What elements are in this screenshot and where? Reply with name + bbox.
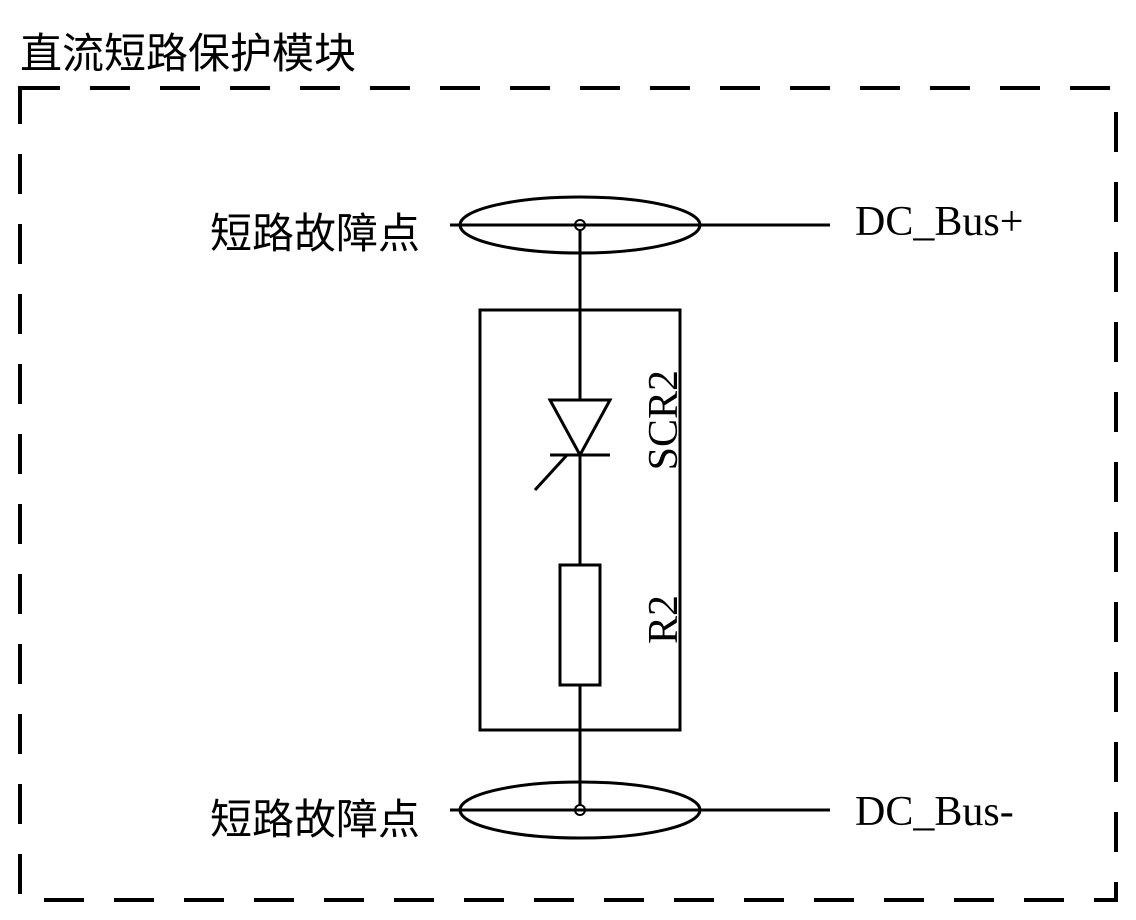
scr2-triangle bbox=[550, 400, 610, 455]
scr2-label: SCR2 bbox=[640, 370, 688, 470]
fault-point-bottom-label: 短路故障点 bbox=[210, 786, 420, 847]
dc-bus-plus-label: DC_Bus+ bbox=[855, 198, 1023, 246]
r2-resistor bbox=[560, 565, 600, 685]
module-title: 直流短路保护模块 bbox=[20, 20, 356, 81]
fault-point-top-label: 短路故障点 bbox=[210, 200, 420, 261]
scr2-gate bbox=[535, 455, 567, 490]
r2-label: R2 bbox=[640, 595, 688, 644]
dc-bus-minus-label: DC_Bus- bbox=[855, 788, 1014, 836]
circuit-diagram bbox=[0, 0, 1136, 920]
